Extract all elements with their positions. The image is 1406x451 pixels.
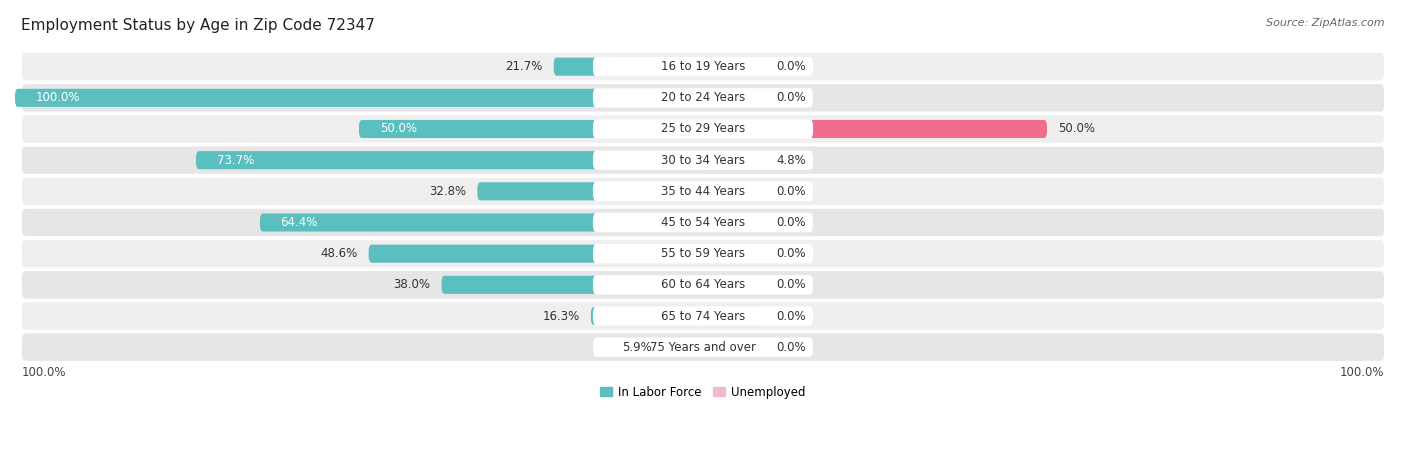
FancyBboxPatch shape — [593, 57, 813, 76]
Text: 0.0%: 0.0% — [776, 247, 806, 260]
FancyBboxPatch shape — [703, 338, 765, 356]
FancyBboxPatch shape — [554, 58, 703, 76]
Text: 16.3%: 16.3% — [543, 309, 579, 322]
Text: 60 to 64 Years: 60 to 64 Years — [661, 278, 745, 291]
FancyBboxPatch shape — [703, 58, 765, 76]
Text: Employment Status by Age in Zip Code 72347: Employment Status by Age in Zip Code 723… — [21, 18, 375, 33]
Text: 75 Years and over: 75 Years and over — [650, 341, 756, 354]
FancyBboxPatch shape — [22, 240, 1384, 267]
Text: 38.0%: 38.0% — [394, 278, 430, 291]
Text: 30 to 34 Years: 30 to 34 Years — [661, 154, 745, 167]
FancyBboxPatch shape — [593, 244, 813, 263]
FancyBboxPatch shape — [591, 307, 703, 325]
FancyBboxPatch shape — [703, 276, 765, 294]
Text: 65 to 74 Years: 65 to 74 Years — [661, 309, 745, 322]
Text: 0.0%: 0.0% — [776, 185, 806, 198]
Text: 35 to 44 Years: 35 to 44 Years — [661, 185, 745, 198]
FancyBboxPatch shape — [195, 151, 703, 169]
FancyBboxPatch shape — [593, 88, 813, 107]
FancyBboxPatch shape — [703, 182, 765, 200]
Text: 100.0%: 100.0% — [35, 92, 80, 104]
Text: 0.0%: 0.0% — [776, 216, 806, 229]
Text: 0.0%: 0.0% — [776, 60, 806, 73]
Text: 50.0%: 50.0% — [380, 123, 416, 135]
Text: 73.7%: 73.7% — [217, 154, 254, 167]
Text: 50.0%: 50.0% — [1057, 123, 1095, 135]
Text: Source: ZipAtlas.com: Source: ZipAtlas.com — [1267, 18, 1385, 28]
FancyBboxPatch shape — [593, 151, 813, 170]
FancyBboxPatch shape — [22, 147, 1384, 174]
FancyBboxPatch shape — [703, 151, 765, 169]
FancyBboxPatch shape — [593, 275, 813, 295]
Text: 0.0%: 0.0% — [776, 309, 806, 322]
FancyBboxPatch shape — [22, 302, 1384, 330]
Text: 32.8%: 32.8% — [429, 185, 467, 198]
FancyBboxPatch shape — [22, 84, 1384, 111]
FancyBboxPatch shape — [662, 338, 703, 356]
FancyBboxPatch shape — [22, 115, 1384, 143]
FancyBboxPatch shape — [22, 178, 1384, 205]
FancyBboxPatch shape — [477, 182, 703, 200]
FancyBboxPatch shape — [441, 276, 703, 294]
FancyBboxPatch shape — [593, 213, 813, 232]
FancyBboxPatch shape — [703, 120, 1047, 138]
FancyBboxPatch shape — [703, 89, 765, 107]
Text: 100.0%: 100.0% — [1340, 366, 1384, 379]
Legend: In Labor Force, Unemployed: In Labor Force, Unemployed — [596, 381, 810, 404]
Text: 4.8%: 4.8% — [776, 154, 806, 167]
Text: 0.0%: 0.0% — [776, 341, 806, 354]
FancyBboxPatch shape — [368, 244, 703, 262]
FancyBboxPatch shape — [703, 213, 765, 231]
Text: 55 to 59 Years: 55 to 59 Years — [661, 247, 745, 260]
Text: 100.0%: 100.0% — [22, 366, 66, 379]
Text: 20 to 24 Years: 20 to 24 Years — [661, 92, 745, 104]
FancyBboxPatch shape — [22, 333, 1384, 361]
FancyBboxPatch shape — [593, 182, 813, 201]
Text: 64.4%: 64.4% — [281, 216, 318, 229]
FancyBboxPatch shape — [22, 271, 1384, 299]
FancyBboxPatch shape — [15, 89, 703, 107]
Text: 45 to 54 Years: 45 to 54 Years — [661, 216, 745, 229]
FancyBboxPatch shape — [359, 120, 703, 138]
FancyBboxPatch shape — [703, 244, 765, 262]
FancyBboxPatch shape — [260, 213, 703, 231]
Text: 21.7%: 21.7% — [505, 60, 543, 73]
Text: 0.0%: 0.0% — [776, 92, 806, 104]
FancyBboxPatch shape — [22, 53, 1384, 80]
FancyBboxPatch shape — [593, 306, 813, 326]
Text: 48.6%: 48.6% — [321, 247, 357, 260]
Text: 0.0%: 0.0% — [776, 278, 806, 291]
FancyBboxPatch shape — [22, 209, 1384, 236]
Text: 25 to 29 Years: 25 to 29 Years — [661, 123, 745, 135]
FancyBboxPatch shape — [703, 307, 765, 325]
Text: 5.9%: 5.9% — [621, 341, 651, 354]
FancyBboxPatch shape — [593, 337, 813, 357]
Text: 16 to 19 Years: 16 to 19 Years — [661, 60, 745, 73]
FancyBboxPatch shape — [593, 120, 813, 138]
